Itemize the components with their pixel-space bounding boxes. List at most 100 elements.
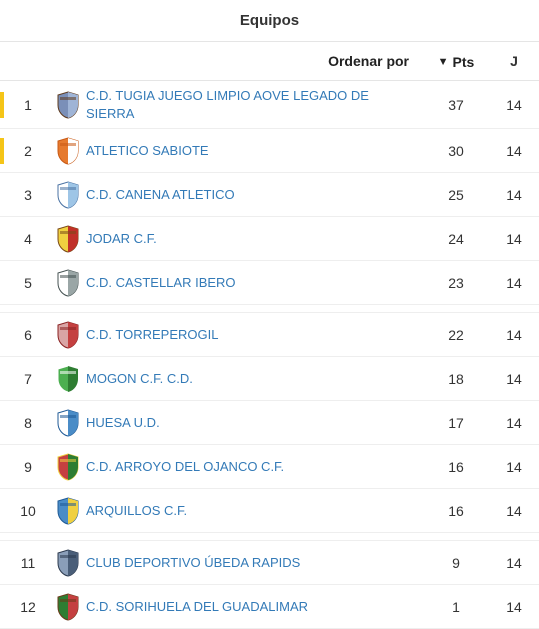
row-team: CLUB DEPORTIVO ÚBEDA RAPIDS	[86, 554, 423, 572]
team-link[interactable]: C.D. CASTELLAR IBERO	[86, 274, 236, 292]
row-played: 14	[489, 275, 539, 291]
row-played: 14	[489, 327, 539, 343]
row-rank: 1	[6, 97, 50, 113]
row-played: 14	[489, 231, 539, 247]
row-played: 14	[489, 503, 539, 519]
row-team: ATLETICO SABIOTE	[86, 142, 423, 160]
row-shield	[50, 321, 86, 349]
row-rank: 2	[6, 143, 50, 159]
team-link[interactable]: JODAR C.F.	[86, 230, 157, 248]
row-rank: 9	[6, 459, 50, 475]
table-row: 9 C.D. ARROYO DEL OJANCO C.F. 16 14	[0, 445, 539, 489]
row-pts: 37	[423, 97, 489, 113]
team-link[interactable]: HUESA U.D.	[86, 414, 160, 432]
row-rank: 3	[6, 187, 50, 203]
row-shield	[50, 269, 86, 297]
table-row: 6 C.D. TORREPEROGIL 22 14	[0, 313, 539, 357]
row-played: 14	[489, 555, 539, 571]
rows-container: 1 C.D. TUGIA JUEGO LIMPIO AOVE LEGADO DE…	[0, 81, 539, 629]
team-shield-icon	[56, 593, 80, 621]
team-shield-icon	[56, 321, 80, 349]
row-shield	[50, 497, 86, 525]
row-rank: 11	[6, 555, 50, 571]
row-team: MOGON C.F. C.D.	[86, 370, 423, 388]
team-shield-icon	[56, 453, 80, 481]
table-row: 11 CLUB DEPORTIVO ÚBEDA RAPIDS 9 14	[0, 541, 539, 585]
row-rank: 8	[6, 415, 50, 431]
row-pts: 9	[423, 555, 489, 571]
table-row: 1 C.D. TUGIA JUEGO LIMPIO AOVE LEGADO DE…	[0, 81, 539, 129]
row-played: 14	[489, 415, 539, 431]
team-link[interactable]: C.D. TUGIA JUEGO LIMPIO AOVE LEGADO DE S…	[86, 87, 415, 122]
row-rank: 5	[6, 275, 50, 291]
row-team: C.D. CANENA ATLETICO	[86, 186, 423, 204]
team-shield-icon	[56, 549, 80, 577]
row-pts: 17	[423, 415, 489, 431]
group-separator	[0, 305, 539, 313]
table-row: 4 JODAR C.F. 24 14	[0, 217, 539, 261]
row-team: HUESA U.D.	[86, 414, 423, 432]
row-played: 14	[489, 97, 539, 113]
row-shield	[50, 225, 86, 253]
table-row: 12 C.D. SORIHUELA DEL GUADALIMAR 1 14	[0, 585, 539, 629]
header-sort[interactable]: Ordenar por	[86, 53, 423, 69]
row-rank: 10	[6, 503, 50, 519]
table-row: 7 MOGON C.F. C.D. 18 14	[0, 357, 539, 401]
row-shield	[50, 453, 86, 481]
team-link[interactable]: ATLETICO SABIOTE	[86, 142, 209, 160]
row-rank: 7	[6, 371, 50, 387]
standings-table: Equipos Ordenar por ▼ Pts J 1 C.D. TUGIA…	[0, 0, 539, 629]
row-team: C.D. CASTELLAR IBERO	[86, 274, 423, 292]
table-row: 8 HUESA U.D. 17 14	[0, 401, 539, 445]
table-row: 2 ATLETICO SABIOTE 30 14	[0, 129, 539, 173]
header-played[interactable]: J	[489, 53, 539, 69]
row-pts: 24	[423, 231, 489, 247]
team-shield-icon	[56, 181, 80, 209]
team-link[interactable]: C.D. ARROYO DEL OJANCO C.F.	[86, 458, 284, 476]
table-header-row: Ordenar por ▼ Pts J	[0, 42, 539, 81]
team-shield-icon	[56, 91, 80, 119]
row-pts: 25	[423, 187, 489, 203]
row-shield	[50, 91, 86, 119]
row-shield	[50, 549, 86, 577]
row-team: C.D. TORREPEROGIL	[86, 326, 423, 344]
row-played: 14	[489, 371, 539, 387]
row-shield	[50, 137, 86, 165]
row-pts: 22	[423, 327, 489, 343]
team-shield-icon	[56, 497, 80, 525]
row-played: 14	[489, 599, 539, 615]
row-pts: 18	[423, 371, 489, 387]
team-link[interactable]: ARQUILLOS C.F.	[86, 502, 187, 520]
row-played: 14	[489, 187, 539, 203]
team-link[interactable]: C.D. TORREPEROGIL	[86, 326, 218, 344]
header-pts-label: Pts	[453, 54, 475, 70]
table-title: Equipos	[0, 0, 539, 42]
chevron-down-icon: ▼	[438, 56, 449, 68]
team-link[interactable]: C.D. SORIHUELA DEL GUADALIMAR	[86, 598, 308, 616]
row-pts: 16	[423, 503, 489, 519]
row-rank: 4	[6, 231, 50, 247]
team-shield-icon	[56, 409, 80, 437]
row-played: 14	[489, 143, 539, 159]
row-rank: 6	[6, 327, 50, 343]
row-pts: 23	[423, 275, 489, 291]
table-row: 5 C.D. CASTELLAR IBERO 23 14	[0, 261, 539, 305]
row-played: 14	[489, 459, 539, 475]
row-shield	[50, 593, 86, 621]
team-shield-icon	[56, 269, 80, 297]
row-team: JODAR C.F.	[86, 230, 423, 248]
team-shield-icon	[56, 365, 80, 393]
row-team: C.D. SORIHUELA DEL GUADALIMAR	[86, 598, 423, 616]
team-link[interactable]: CLUB DEPORTIVO ÚBEDA RAPIDS	[86, 554, 300, 572]
table-row: 10 ARQUILLOS C.F. 16 14	[0, 489, 539, 533]
row-rank: 12	[6, 599, 50, 615]
team-shield-icon	[56, 225, 80, 253]
team-link[interactable]: C.D. CANENA ATLETICO	[86, 186, 235, 204]
row-shield	[50, 409, 86, 437]
table-row: 3 C.D. CANENA ATLETICO 25 14	[0, 173, 539, 217]
group-separator	[0, 533, 539, 541]
row-shield	[50, 181, 86, 209]
team-link[interactable]: MOGON C.F. C.D.	[86, 370, 193, 388]
row-team: C.D. TUGIA JUEGO LIMPIO AOVE LEGADO DE S…	[86, 87, 423, 122]
header-pts[interactable]: ▼ Pts	[423, 52, 489, 70]
